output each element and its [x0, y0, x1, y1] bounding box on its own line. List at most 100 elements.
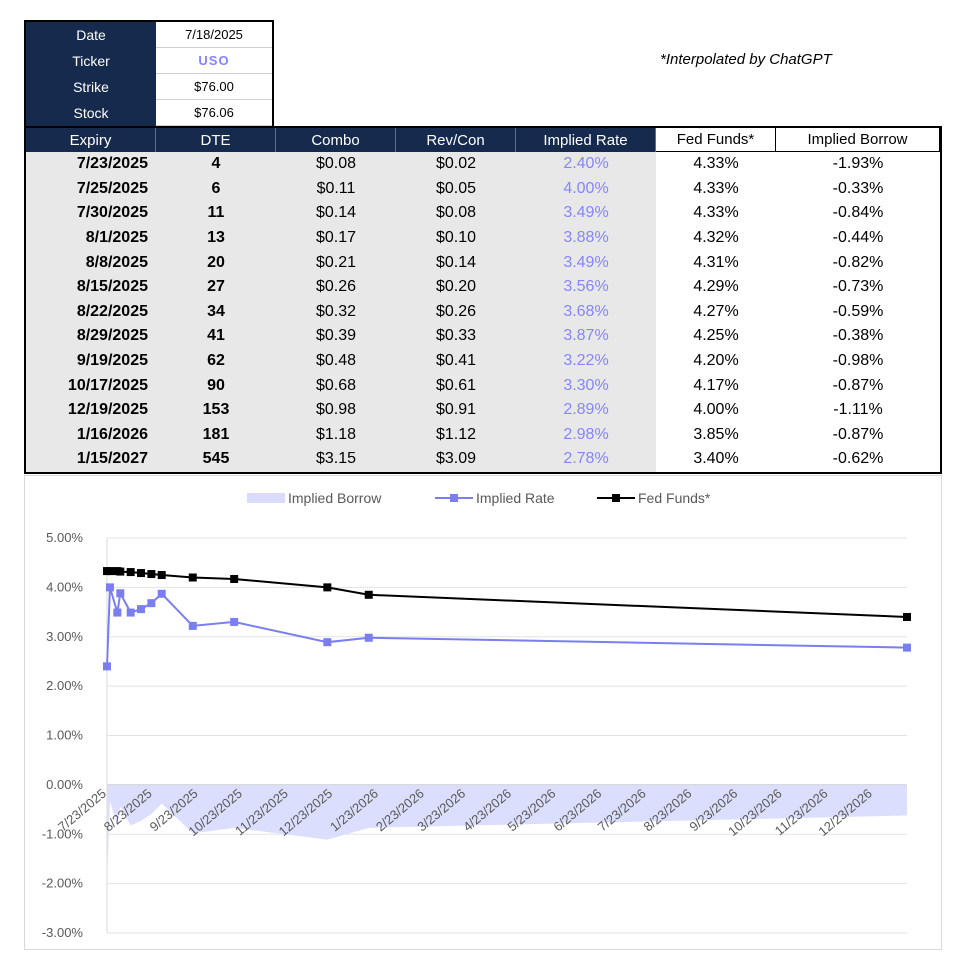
info-label: Stock	[26, 100, 156, 126]
table-cell: 2.78%	[516, 447, 656, 472]
table-cell: 3.88%	[516, 225, 656, 251]
table-cell: $0.14	[276, 201, 396, 226]
info-label: Strike	[26, 74, 156, 100]
y-tick-label: 0.00%	[46, 777, 83, 792]
table-cell: $3.15	[276, 447, 396, 472]
table-row: 7/30/2025 11 $0.14 $0.08 3.49% 4.33% -0.84%	[26, 201, 940, 226]
table-cell: -0.59%	[776, 299, 940, 325]
table-cell: $0.26	[396, 299, 516, 325]
rates-chart: 5.00% 4.00% 3.00% 2.00% 1.00% 0.00% -1.00% -2.0…	[24, 475, 942, 950]
table-cell: 153	[156, 397, 276, 423]
table-cell: $0.17	[276, 225, 396, 251]
table-cell: $0.11	[276, 176, 396, 202]
table-row: 1/15/2027 545 $3.15 $3.09 2.78% 3.40% -0.62%	[26, 447, 940, 472]
table-cell: 8/8/2025	[26, 250, 156, 275]
table-cell: 62	[156, 348, 276, 374]
table-cell: $0.41	[396, 348, 516, 374]
fed-funds-point	[903, 613, 911, 621]
table-cell: 3.30%	[516, 373, 656, 398]
column-header: Implied Borrow	[776, 128, 940, 152]
table-cell: 1/15/2027	[26, 447, 156, 472]
fed-funds-point	[116, 567, 125, 576]
implied-rate-point	[113, 608, 122, 617]
table-cell: 13	[156, 225, 276, 251]
table-cell: 4.33%	[656, 176, 776, 202]
table-cell: 6	[156, 176, 276, 202]
table-row: 8/29/2025 41 $0.39 $0.33 3.87% 4.25% -0.38%	[26, 324, 940, 349]
implied-rate-point	[105, 583, 114, 592]
implied-rate-point	[103, 662, 111, 671]
table-cell: 8/1/2025	[26, 225, 156, 251]
table-cell: $0.14	[396, 250, 516, 275]
implied-rate-point	[126, 608, 135, 617]
table-cell: 3.85%	[656, 422, 776, 448]
legend-swatch-implied-borrow	[247, 493, 285, 503]
fed-funds-point	[126, 568, 135, 577]
info-value: USO	[156, 48, 272, 74]
table-cell: $0.98	[276, 397, 396, 423]
table-cell: $3.09	[396, 447, 516, 472]
y-tick-label: 5.00%	[46, 530, 83, 545]
table-cell: 4.25%	[656, 324, 776, 349]
table-cell: 4.00%	[656, 397, 776, 423]
fed-funds-point	[147, 570, 156, 579]
table-cell: $0.33	[396, 324, 516, 349]
table-cell: $1.18	[276, 422, 396, 448]
table-cell: 27	[156, 274, 276, 300]
implied-rate-point	[323, 638, 332, 647]
table-cell: -0.38%	[776, 324, 940, 349]
implied-rate-point	[364, 633, 373, 642]
interpolation-note: *Interpolated by ChatGPT	[660, 51, 832, 68]
rates-table: Expiry DTE Combo Rev/Con Implied Rate Fed Fun…	[24, 126, 942, 474]
table-cell: $0.26	[276, 274, 396, 300]
implied-rate-point	[230, 617, 239, 626]
fed-funds-point	[323, 583, 332, 592]
table-body: 7/23/2025 4 $0.08 $0.02 2.40% 4.33% -1.93% 7/25…	[26, 152, 940, 472]
table-cell: 3.22%	[516, 348, 656, 374]
table-cell: 3.49%	[516, 250, 656, 275]
table-cell: $0.48	[276, 348, 396, 374]
table-row: 1/16/2026 181 $1.18 $1.12 2.98% 3.85% -0.87%	[26, 422, 940, 448]
y-tick-label: 2.00%	[46, 678, 83, 693]
column-header: Combo	[276, 128, 396, 152]
table-row: 8/8/2025 20 $0.21 $0.14 3.49% 4.31% -0.82%	[26, 250, 940, 275]
table-cell: 4.31%	[656, 250, 776, 275]
table-cell: 4	[156, 152, 276, 177]
table-cell: $0.21	[276, 250, 396, 275]
fed-funds-point	[230, 574, 239, 583]
table-cell: 181	[156, 422, 276, 448]
table-cell: $0.20	[396, 274, 516, 300]
table-cell: 3.49%	[516, 201, 656, 226]
y-tick-label: -2.00%	[42, 876, 84, 891]
table-cell: -0.62%	[776, 447, 940, 472]
table-row: 9/19/2025 62 $0.48 $0.41 3.22% 4.20% -0.98%	[26, 348, 940, 374]
column-header: Expiry	[26, 128, 156, 152]
table-row: 7/25/2025 6 $0.11 $0.05 4.00% 4.33% -0.33%	[26, 176, 940, 202]
implied-rate-point	[903, 643, 911, 652]
table-cell: 545	[156, 447, 276, 472]
table-cell: 4.17%	[656, 373, 776, 398]
info-value: $76.00	[156, 74, 272, 100]
fed-funds-point	[364, 590, 373, 599]
implied-rate-line	[106, 587, 908, 667]
table-cell: $1.12	[396, 422, 516, 448]
column-header: Fed Funds*	[656, 128, 776, 152]
legend-label: Implied Borrow	[288, 490, 382, 506]
table-row: 12/19/2025 153 $0.98 $0.91 2.89% 4.00% -1.11%	[26, 397, 940, 423]
table-row: 8/22/2025 34 $0.32 $0.26 3.68% 4.27% -0.59%	[26, 299, 940, 325]
table-cell: -0.73%	[776, 274, 940, 300]
table-cell: 4.20%	[656, 348, 776, 374]
y-tick-label: 1.00%	[46, 728, 83, 743]
table-cell: $0.68	[276, 373, 396, 398]
y-tick-label: -1.00%	[42, 826, 84, 841]
legend-marker-fed-funds	[612, 494, 620, 502]
legend-label: Implied Rate	[476, 490, 555, 506]
table-cell: -1.93%	[776, 152, 940, 177]
y-tick-label: -3.00%	[42, 925, 84, 940]
implied-rate-point	[157, 589, 166, 598]
fed-funds-point	[137, 569, 146, 578]
table-row: 8/1/2025 13 $0.17 $0.10 3.88% 4.32% -0.44%	[26, 225, 940, 251]
info-panel: Date 7/18/2025 Ticker USO Strike $76.00 Stock $…	[24, 20, 274, 126]
table-cell: 4.33%	[656, 152, 776, 177]
table-cell: -0.98%	[776, 348, 940, 374]
